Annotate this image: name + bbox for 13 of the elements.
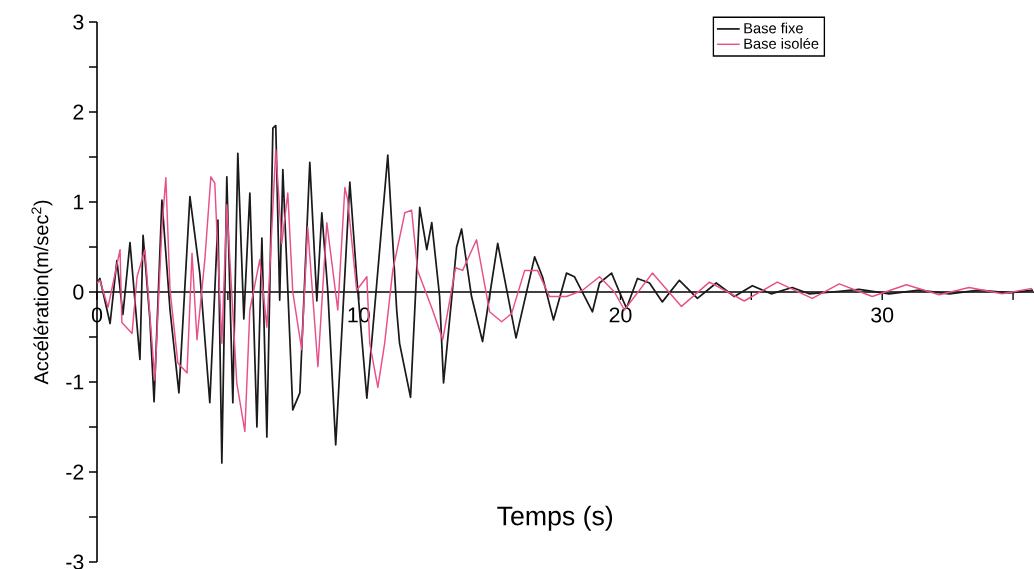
y-tick-label: -2 — [66, 464, 84, 480]
y-tick-label: -1 — [66, 374, 84, 390]
x-tick-label: 30 — [871, 307, 894, 323]
y-axis-title: Accélération(m/sec$^{2}$) — [31, 200, 53, 385]
legend-label: Base fixe — [744, 22, 803, 34]
x-tick-label: 20 — [609, 307, 632, 323]
y-tick-label: -3 — [66, 554, 84, 569]
x-axis-title: Temps (s) — [497, 505, 613, 531]
y-tick-label: 0 — [73, 284, 84, 300]
y-tick-label: 3 — [73, 14, 84, 30]
y-tick-label: 1 — [74, 194, 84, 210]
y-tick-label: 2 — [73, 104, 84, 120]
legend-label: Base isolée — [744, 37, 819, 49]
